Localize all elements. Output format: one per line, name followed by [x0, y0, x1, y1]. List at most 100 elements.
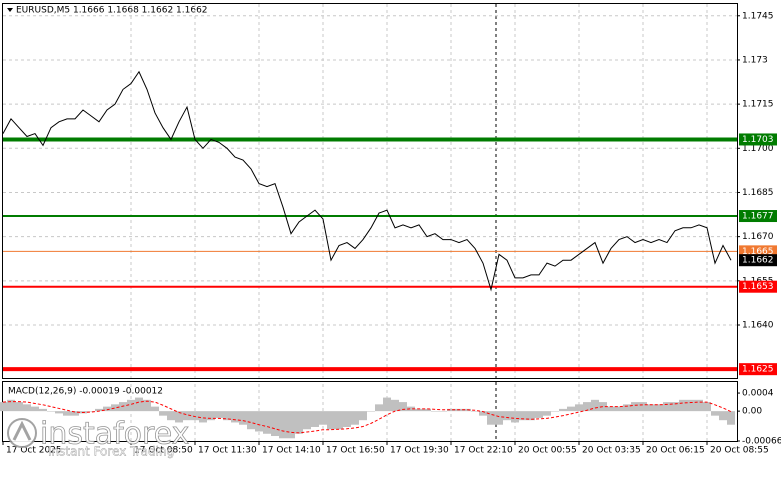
macd-bar — [391, 399, 399, 412]
macd-bar — [15, 402, 23, 412]
macd-bar — [103, 406, 111, 412]
level-label: 1.1662 — [742, 256, 774, 266]
macd-bar — [127, 399, 135, 412]
macd-bar — [551, 411, 559, 412]
macd-bar — [615, 406, 623, 412]
macd-bar — [671, 402, 679, 412]
macd-bar — [255, 411, 263, 432]
macd-bar — [639, 402, 647, 412]
macd-bar — [191, 411, 199, 421]
y-tick-label: 1.1640 — [742, 320, 774, 330]
macd-bar — [423, 408, 431, 412]
macd-bar — [367, 411, 375, 412]
macd-bar — [407, 406, 415, 412]
macd-bar — [535, 411, 543, 418]
macd-bar — [719, 411, 727, 421]
macd-bar — [295, 411, 303, 434]
macd-bar — [583, 402, 591, 412]
marks: 1.1745 1.173 1.1715 1.1700 1.1685 1.1670 1.165… — [0, 4, 781, 456]
level-label-box — [739, 363, 777, 376]
macd-bar — [519, 411, 527, 421]
macd-bar — [63, 411, 71, 416]
level-label-box — [739, 280, 777, 293]
macd-bar — [439, 411, 447, 412]
macd-bar — [135, 397, 143, 412]
macd-bar — [487, 411, 495, 425]
y-tick-label: 1.1745 — [742, 11, 774, 21]
macd-bar — [311, 411, 319, 427]
macd-bar — [71, 411, 79, 416]
macd-bar — [183, 411, 191, 421]
macd-bar — [687, 399, 695, 412]
level-label: 1.1665 — [742, 247, 774, 257]
macd-bar — [199, 411, 207, 423]
macd-bar — [143, 399, 151, 412]
macd-bar — [431, 411, 439, 412]
y-tick-label: 1.1685 — [742, 188, 774, 198]
watermark-logo-mark — [12, 420, 32, 441]
macd-bar — [631, 402, 639, 412]
y-tick-label: 0.0004 — [742, 389, 774, 399]
macd-bar — [447, 408, 455, 412]
macd-bar — [503, 411, 511, 421]
macd-bar — [231, 411, 239, 423]
y-tick-label: 1.173 — [742, 55, 768, 65]
x-tick-label: 17 Oct 19:30 — [390, 446, 449, 456]
macd-bar — [263, 411, 271, 434]
macd-bar — [383, 397, 391, 412]
macd-bar — [207, 411, 215, 421]
macd-bar — [271, 411, 279, 437]
macd-bar — [655, 404, 663, 412]
macd-bar — [495, 411, 503, 425]
macd-bar — [303, 411, 311, 430]
macd-bar — [287, 411, 295, 439]
macd-bar — [247, 411, 255, 430]
macd-bar — [543, 411, 551, 416]
macd-bar — [0, 402, 7, 412]
macd-bar — [471, 411, 479, 412]
macd-bar — [239, 411, 247, 425]
watermark: instaforex Instant Forex Trading — [7, 416, 190, 459]
macd-bar — [399, 402, 407, 412]
macd-bar — [359, 411, 367, 421]
macd-bar — [415, 408, 423, 412]
macd-bar — [559, 408, 567, 412]
x-tick-label: 20 Oct 06:15 — [646, 446, 705, 456]
y-tick-label: 1.1715 — [742, 100, 774, 110]
macd-bar — [703, 402, 711, 412]
macd-bar — [623, 404, 631, 412]
macd-bar — [463, 408, 471, 412]
macd-bar — [319, 411, 327, 425]
macd-bar — [7, 399, 15, 412]
macd-bar — [175, 411, 183, 423]
macd-bar — [327, 411, 335, 430]
macd-bar — [727, 411, 735, 425]
macd-bar — [711, 411, 719, 416]
x-tick-label: 17 Oct 22:10 — [454, 446, 513, 456]
series-line — [2, 400, 732, 434]
x-tick-label: 17 Oct 11:30 — [198, 446, 257, 456]
level-label-box — [739, 245, 777, 258]
level-label: 1.1677 — [742, 212, 774, 222]
macd-bar — [87, 411, 95, 412]
x-tick-label: 20 Oct 03:35 — [582, 446, 641, 456]
macd-bar — [215, 411, 223, 418]
macd-bar — [31, 406, 39, 412]
level-label: 1.1625 — [742, 365, 774, 375]
macd-bar — [591, 399, 599, 412]
macd-bar — [39, 408, 47, 412]
macd-bar — [167, 411, 175, 421]
y-tick-label: 0.00 — [742, 407, 762, 417]
macd-bar — [343, 411, 351, 427]
x-tick-label: 17 Oct 08:50 — [134, 446, 193, 456]
macd-bar — [159, 411, 167, 416]
macd-bar — [151, 406, 159, 412]
x-tick-label: 20 Oct 00:55 — [518, 446, 577, 456]
y-tick-label: 1.1670 — [742, 232, 774, 242]
chart-title: EURUSD,M5 1.1666 1.1668 1.1662 1.1662 — [16, 6, 208, 16]
macd-bar — [695, 399, 703, 412]
title-arrow — [7, 8, 13, 12]
macd-bar — [511, 411, 519, 423]
macd-bar — [479, 411, 487, 416]
